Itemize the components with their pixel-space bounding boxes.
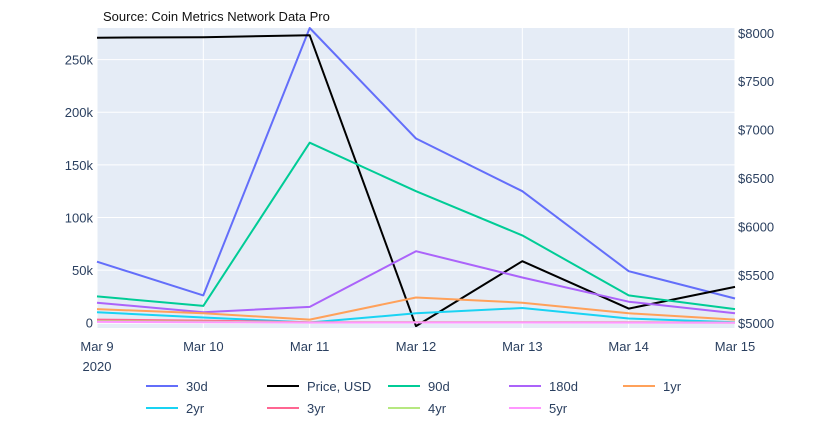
y-left-tick-label: 0 — [86, 316, 93, 331]
legend-item[interactable]: 3yr — [267, 401, 326, 416]
y-right-tick-label: $5000 — [738, 316, 774, 331]
x-tick-label: Mar 15 — [715, 339, 755, 354]
y-left-tick-label: 200k — [65, 105, 94, 120]
series-line — [96, 307, 736, 324]
x-tick-label: Mar 9 — [80, 339, 113, 354]
legend[interactable]: 30d Price, USD 90d 180d 1yr 2yr 3yr 4yr 5yr — [146, 379, 682, 416]
y-axis-left: 0 50k 100k 150k 200k 250k — [65, 53, 94, 331]
y-left-tick-label: 150k — [65, 158, 94, 173]
y-right-tick-label: $8000 — [738, 26, 774, 41]
legend-label: 4yr — [428, 401, 447, 416]
x-tick-label: Mar 10 — [183, 339, 223, 354]
x-axis: Mar 9 2020 Mar 10 Mar 11 Mar 12 Mar 13 Mar 14 M… — [80, 339, 755, 374]
y-right-tick-label: $7500 — [738, 74, 774, 89]
legend-label: 5yr — [549, 401, 568, 416]
chart-source-note: Source: Coin Metrics Network Data Pro — [103, 9, 330, 24]
series-line — [96, 320, 736, 324]
series-line — [96, 141, 736, 311]
y-right-tick-label: $7000 — [738, 123, 774, 138]
y-left-tick-label: 100k — [65, 210, 94, 225]
series-line — [96, 296, 736, 321]
legend-item[interactable]: 180d — [509, 379, 578, 394]
legend-label: 90d — [428, 379, 450, 394]
legend-label: 30d — [186, 379, 208, 394]
legend-label: 180d — [549, 379, 578, 394]
y-right-tick-label: $5500 — [738, 268, 774, 283]
series-lines — [96, 27, 736, 328]
x-tick-label: Mar 13 — [502, 339, 542, 354]
legend-label: 2yr — [186, 401, 205, 416]
x-tick-label: Mar 11 — [290, 339, 330, 354]
x-tick-label: 2020 — [83, 359, 112, 374]
legend-label: 1yr — [663, 379, 682, 394]
y-left-tick-label: 250k — [65, 53, 94, 68]
legend-label: 3yr — [307, 401, 326, 416]
x-tick-label: Mar 12 — [396, 339, 436, 354]
legend-item[interactable]: 1yr — [623, 379, 682, 394]
y-right-tick-label: $6000 — [738, 219, 774, 234]
series-line — [96, 34, 736, 328]
legend-item[interactable]: 2yr — [146, 401, 205, 416]
y-axis-right: $5000 $5500 $6000 $6500 $7000 $7500 $8000 — [738, 26, 774, 331]
y-right-tick-label: $6500 — [738, 171, 774, 186]
legend-label: Price, USD — [307, 379, 371, 394]
legend-item[interactable]: 30d — [146, 379, 208, 394]
x-tick-label: Mar 14 — [608, 339, 648, 354]
legend-item[interactable]: Price, USD — [267, 379, 371, 394]
y-left-tick-label: 50k — [72, 263, 93, 278]
series-line — [96, 250, 736, 315]
legend-item[interactable]: 5yr — [509, 401, 568, 416]
legend-item[interactable]: 90d — [388, 379, 450, 394]
series-line — [96, 27, 736, 300]
legend-item[interactable]: 4yr — [388, 401, 447, 416]
